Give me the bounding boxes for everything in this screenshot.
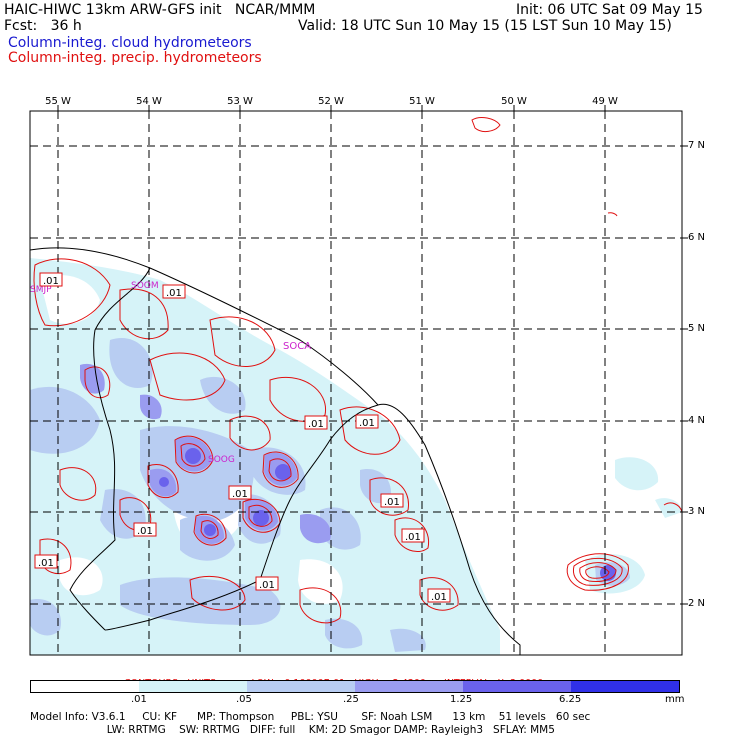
station-label: SOOM bbox=[131, 281, 159, 291]
shaded-field bbox=[30, 258, 682, 655]
contour-label: .01 bbox=[43, 276, 59, 287]
colorbar bbox=[30, 680, 680, 693]
contour-label: .01 bbox=[384, 497, 400, 508]
station-label: SMJP bbox=[30, 285, 52, 295]
lat-label: 2 N bbox=[688, 598, 706, 609]
cloud-field-label: Column-integ. cloud hydrometeors bbox=[8, 35, 252, 51]
model-info-line2: LW: RRTMG SW: RRTMG DIFF: full KM: 2D Sm… bbox=[30, 724, 555, 736]
contour-label: .01 bbox=[166, 288, 182, 299]
colorbar-swatch bbox=[247, 681, 355, 692]
colorbar-swatch bbox=[139, 681, 247, 692]
valid-time: Valid: 18 UTC Sun 10 May 15 (15 LST Sun … bbox=[298, 18, 672, 34]
colorbar-swatch bbox=[31, 681, 139, 692]
lat-label: 4 N bbox=[688, 415, 706, 426]
contour-label: .01 bbox=[359, 418, 375, 429]
axis-ticks bbox=[57, 105, 688, 605]
contour-label: .01 bbox=[431, 592, 447, 603]
colorbar-units: mm bbox=[665, 694, 685, 705]
lat-label: 3 N bbox=[688, 506, 706, 517]
precip-field-label: Column-integ. precip. hydrometeors bbox=[8, 50, 262, 66]
contour-label: .01 bbox=[405, 532, 421, 543]
station-label: SOCA bbox=[283, 341, 311, 352]
map-frame bbox=[29, 110, 683, 656]
contour-label: .01 bbox=[38, 558, 54, 569]
lat-label: 6 N bbox=[688, 232, 706, 243]
colorbar-label: 6.25 bbox=[559, 694, 582, 705]
lon-label: 50 W bbox=[501, 96, 527, 107]
contour-label: .01 bbox=[308, 419, 324, 430]
station-label: SOOG bbox=[208, 455, 235, 465]
lat-label: 7 N bbox=[688, 140, 706, 151]
colorbar-swatch bbox=[571, 681, 679, 692]
lat-label: 5 N bbox=[688, 323, 706, 334]
lon-label: 55 W bbox=[45, 96, 71, 107]
colorbar-label: .25 bbox=[343, 694, 359, 705]
colorbar-label: .01 bbox=[131, 694, 147, 705]
lon-label: 54 W bbox=[136, 96, 162, 107]
precip-contours bbox=[33, 117, 682, 624]
colorbar-swatch bbox=[463, 681, 571, 692]
model-info-line1: Model Info: V3.6.1 CU: KF MP: Thompson P… bbox=[30, 711, 591, 723]
lon-label: 49 W bbox=[592, 96, 618, 107]
contour-label: .01 bbox=[137, 526, 153, 537]
forecast-hour: Fcst: 36 h bbox=[4, 18, 82, 34]
contour-label: .01 bbox=[232, 489, 248, 500]
plot-title: HAIC-HIWC 13km ARW-GFS init NCAR/MMM bbox=[4, 2, 316, 18]
lon-label: 51 W bbox=[409, 96, 435, 107]
coastline bbox=[30, 247, 521, 655]
lon-label: 53 W bbox=[227, 96, 253, 107]
contour-label: .01 bbox=[259, 580, 275, 591]
colorbar-swatch bbox=[355, 681, 463, 692]
colorbar-label: .05 bbox=[236, 694, 252, 705]
colorbar-label: 1.25 bbox=[450, 694, 473, 705]
lon-label: 52 W bbox=[318, 96, 344, 107]
init-time: Init: 06 UTC Sat 09 May 15 bbox=[516, 2, 703, 18]
